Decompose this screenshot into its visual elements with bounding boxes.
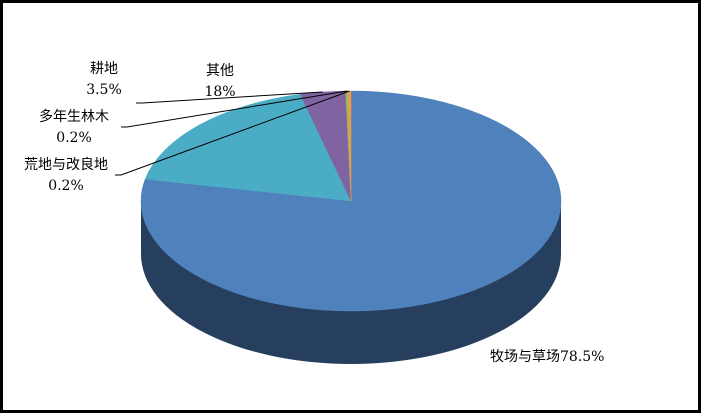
slice-name-pasture: 牧场与草场: [490, 349, 560, 365]
leader-lines: [115, 90, 350, 176]
slice-name-other: 其他: [206, 63, 234, 79]
slice-value-other: 18%: [204, 84, 235, 100]
pie-slice-other: [144, 93, 352, 202]
pie-slices: [140, 90, 562, 312]
slice-value-pasture: 78.5%: [560, 349, 604, 365]
leader-line-cropland: [136, 91, 323, 104]
slice-value-cropland: 3.5%: [86, 82, 122, 98]
pie-sides: [141, 201, 561, 364]
slice-value-wasteland: 0.2%: [48, 178, 84, 194]
leader-line-perennial: [121, 90, 348, 128]
leader-line-wasteland: [115, 90, 350, 176]
slice-value-perennial: 0.2%: [56, 130, 92, 146]
pie-chart: 牧场与草场78.5% 其他 18% 耕地 3.5% 多年生林木 0.2% 荒地与…: [24, 60, 604, 365]
slice-label-pasture: 牧场与草场78.5%: [490, 349, 604, 365]
pie-side-pasture: [141, 201, 561, 364]
slice-name-perennial: 多年生林木: [39, 108, 109, 125]
slice-name-wasteland: 荒地与改良地: [24, 157, 108, 173]
slice-name-cropland: 耕地: [90, 60, 118, 77]
